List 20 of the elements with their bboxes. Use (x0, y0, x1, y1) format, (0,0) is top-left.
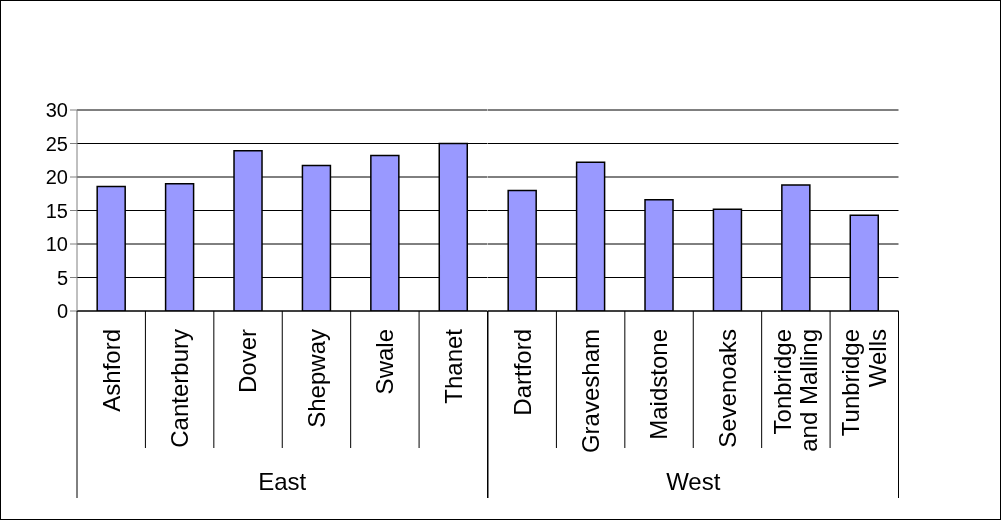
y-tick-label: 0 (56, 300, 68, 323)
x-tick-label: Canterbury (166, 329, 194, 448)
x-tick-label: Thanet (439, 328, 467, 404)
y-tick-label: 25 (45, 132, 68, 155)
x-tick-label: Dartford (508, 329, 536, 416)
x-tick-label: Maidstone (644, 329, 672, 440)
y-tick-label: 10 (45, 233, 68, 256)
x-tick-label: Tonbridge and Malling (768, 329, 822, 452)
x-tick-label: Shepway (302, 329, 330, 428)
x-tick-label: Sevenoaks (713, 329, 741, 448)
x-axis-title: East (258, 468, 307, 495)
y-tick-label: 5 (56, 266, 68, 289)
y-tick-label: 30 (45, 99, 68, 122)
x-axis-title: West (665, 468, 721, 495)
y-tick-label: 20 (45, 166, 68, 189)
y-tick-label: 15 (45, 199, 68, 222)
x-tick-label: Gravesham (576, 329, 604, 454)
x-tick-label: Ashford (97, 329, 125, 412)
x-tick-label: Dover (234, 329, 262, 394)
x-tick-label: Swale (371, 329, 399, 395)
